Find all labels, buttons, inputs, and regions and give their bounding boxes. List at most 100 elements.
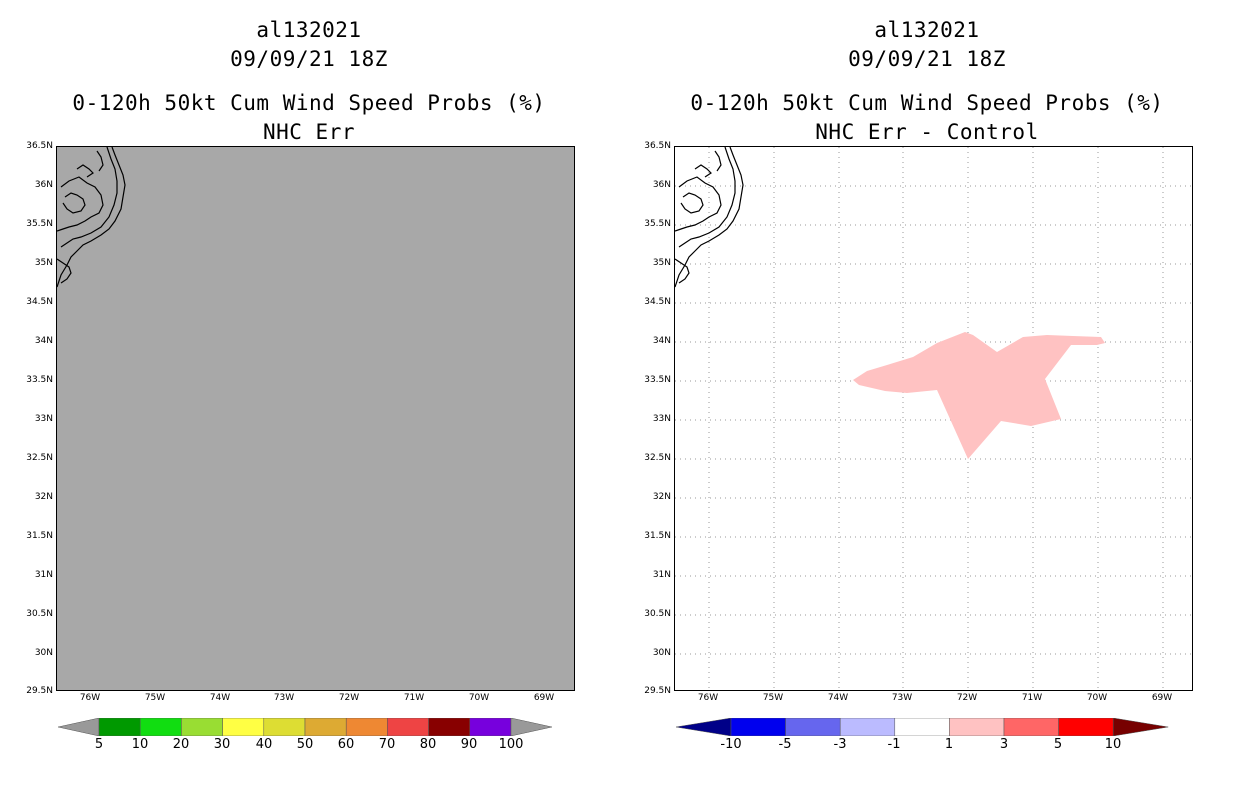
product-title: 0-120h 50kt Cum Wind Speed Probs (%)	[72, 91, 546, 115]
colorbar-label: 5	[1053, 737, 1063, 752]
lon-label: 69W	[1151, 693, 1173, 703]
colorbar-arrow-low	[676, 718, 732, 736]
lat-label: 35.5N	[26, 219, 53, 229]
lat-label: 29.5N	[26, 686, 53, 696]
lat-label: 36.5N	[26, 141, 53, 151]
colorbar-label: 5	[94, 737, 104, 752]
lat-label: 34N	[652, 336, 671, 346]
left-panel: al132021 09/09/21 18Z 0-120h 50kt Cum Wi…	[26, 18, 575, 752]
colorbar-segment	[785, 718, 841, 736]
lat-label: 34.5N	[26, 297, 53, 307]
lat-label: 35.5N	[644, 219, 671, 229]
colorbar-arrow-low	[58, 718, 100, 736]
colorbar-label: 10	[1104, 737, 1122, 752]
lat-label: 31N	[34, 570, 53, 580]
colorbar-label: -10	[720, 737, 742, 752]
colorbar-label: 40	[255, 737, 273, 752]
lat-label: 35N	[652, 258, 671, 268]
colorbar-segment	[730, 718, 786, 736]
colorbar-segment	[1003, 718, 1059, 736]
lon-label: 72W	[956, 693, 978, 703]
colorbar-label: 10	[131, 737, 149, 752]
colorbar-label: 1	[944, 737, 954, 752]
colorbar-segment	[222, 718, 265, 736]
lat-label: 29.5N	[644, 686, 671, 696]
lat-label: 31.5N	[644, 531, 671, 541]
colorbar-segment	[139, 718, 182, 736]
colorbar-segment	[428, 718, 471, 736]
lat-label: 33.5N	[644, 375, 671, 385]
lat-label: 32.5N	[26, 453, 53, 463]
lat-label: 33.5N	[26, 375, 53, 385]
colorbar-segment	[469, 718, 512, 736]
lon-label: 74W	[209, 693, 231, 703]
subtitle: NHC Err	[262, 120, 355, 144]
lon-label: 75W	[144, 693, 166, 703]
colorbar-segment	[949, 718, 1005, 736]
lat-label: 30N	[34, 648, 53, 658]
colorbar-segment	[304, 718, 347, 736]
lon-label: 71W	[1021, 693, 1043, 703]
lon-label: 69W	[533, 693, 555, 703]
lon-label: 72W	[338, 693, 360, 703]
lat-label: 30N	[652, 648, 671, 658]
difference-colorbar	[676, 718, 1169, 736]
lon-label: 70W	[1086, 693, 1108, 703]
lon-label: 73W	[891, 693, 913, 703]
lat-label: 31.5N	[26, 531, 53, 541]
colorbar-label: -3	[833, 737, 847, 752]
colorbar-arrow-high	[1112, 718, 1169, 736]
colorbar-segment	[839, 718, 896, 736]
colorbar-segment	[181, 718, 223, 736]
difference-map	[674, 146, 1193, 691]
lat-label: 30.5N	[644, 609, 671, 619]
probability-map	[56, 146, 575, 691]
lat-label: 31N	[652, 570, 671, 580]
coastline	[675, 147, 744, 288]
colorbar-label: 60	[337, 737, 355, 752]
storm-id: al132021	[256, 18, 362, 42]
colorbar-segment	[263, 718, 306, 736]
colorbar-segment	[1058, 718, 1114, 736]
lat-label: 35N	[34, 258, 53, 268]
colorbar-label: 100	[498, 737, 524, 752]
colorbar-label: 50	[296, 737, 314, 752]
lat-label: 33N	[34, 414, 53, 424]
right-panel: al132021 09/09/21 18Z 0-120h 50kt Cum Wi…	[618, 0, 1236, 800]
lat-label: 30.5N	[26, 609, 53, 619]
colorbar-segment	[345, 718, 388, 736]
colorbar-segment	[894, 718, 950, 736]
colorbar-segment	[98, 718, 141, 736]
date-time: 09/09/21 18Z	[230, 47, 388, 71]
colorbar-label: -1	[887, 737, 901, 752]
probability-difference-area	[853, 332, 1105, 459]
difference-map-graphics	[675, 147, 1192, 690]
lon-label: 76W	[697, 693, 719, 703]
grid-lines	[675, 147, 1192, 690]
lat-label: 32N	[34, 492, 53, 502]
colorbar-arrow-high	[510, 718, 553, 736]
lat-label: 36.5N	[644, 141, 671, 151]
colorbar-label: -5	[778, 737, 792, 752]
colorbar-label: 20	[172, 737, 190, 752]
lon-label: 73W	[273, 693, 295, 703]
colorbar-label: 90	[460, 737, 478, 752]
colorbar-label: 80	[419, 737, 437, 752]
lat-label: 36N	[34, 180, 53, 190]
product-title: 0-120h 50kt Cum Wind Speed Probs (%)	[690, 91, 1164, 115]
lon-label: 76W	[79, 693, 101, 703]
storm-id: al132021	[874, 18, 980, 42]
lon-label: 70W	[468, 693, 490, 703]
lat-label: 32N	[652, 492, 671, 502]
lat-label: 34.5N	[644, 297, 671, 307]
colorbar-segment	[387, 718, 429, 736]
colorbar-label: 3	[999, 737, 1009, 752]
colorbar-label: 70	[378, 737, 396, 752]
lon-label: 75W	[762, 693, 784, 703]
lat-label: 34N	[34, 336, 53, 346]
colorbar-label: 30	[213, 737, 231, 752]
lat-label: 32.5N	[644, 453, 671, 463]
date-time: 09/09/21 18Z	[848, 47, 1006, 71]
lat-label: 33N	[652, 414, 671, 424]
lat-label: 36N	[652, 180, 671, 190]
